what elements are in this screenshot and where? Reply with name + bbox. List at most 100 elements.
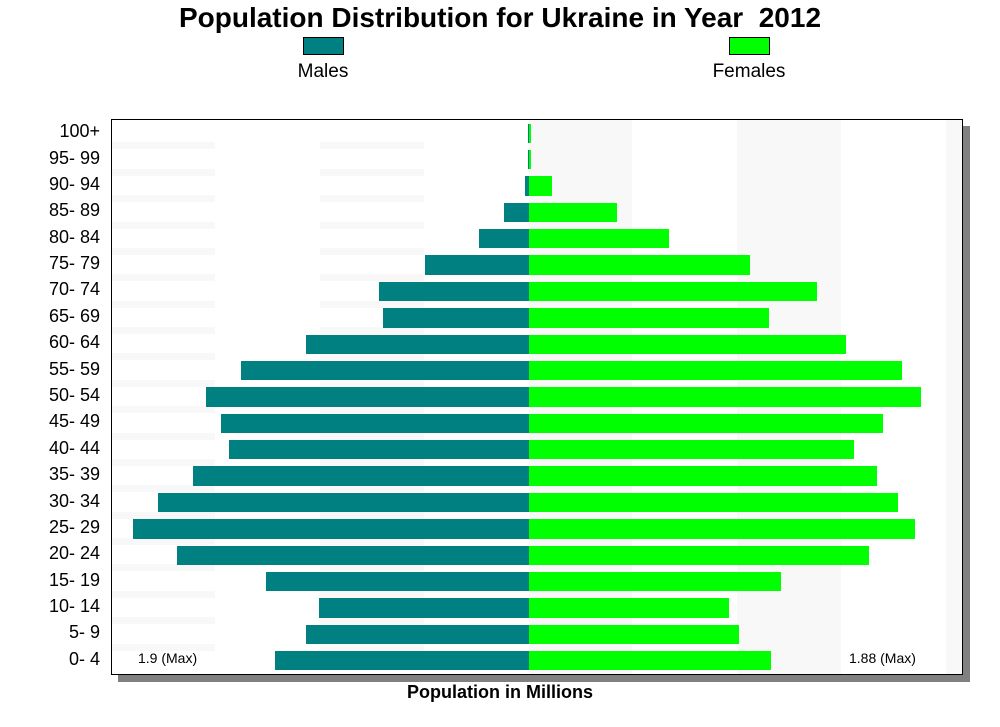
background-strip (320, 643, 424, 651)
legend-swatch-males (303, 37, 344, 55)
bar-males-5-9 (306, 624, 529, 645)
background-strip (112, 274, 215, 282)
bar-females-80-84 (529, 229, 669, 249)
background-strip (320, 274, 424, 282)
background-strip (112, 327, 215, 335)
chart-title: Population Distribution for Ukraine in Y… (178, 2, 822, 33)
bar-females-30-34 (529, 492, 898, 513)
bar-females-10-14 (529, 598, 730, 618)
background-strip (112, 300, 215, 308)
y-tick-label: 5- 9 (68, 622, 100, 643)
y-tick-label: 40- 44 (48, 437, 100, 458)
background-strip (112, 511, 215, 519)
bar-males-15-19 (266, 571, 529, 592)
bar-females-15-19 (529, 571, 782, 592)
background-strip (320, 221, 424, 229)
background-strip (112, 379, 215, 387)
bar-males-50-54 (205, 387, 529, 407)
background-strip (320, 247, 424, 255)
background-strip (112, 538, 215, 546)
bar-males-10-14 (318, 598, 529, 618)
background-strip (320, 485, 424, 493)
background-strip (112, 168, 215, 176)
background-strip (320, 432, 424, 440)
background-band (946, 120, 962, 674)
y-tick-label: 85- 89 (48, 200, 100, 221)
background-strip (320, 300, 424, 308)
background-strip (320, 511, 424, 519)
male-max-label: 1.9 (Max) (138, 650, 198, 666)
background-strip (112, 590, 215, 598)
bar-females-100+ (529, 123, 531, 143)
background-strip (320, 617, 424, 625)
bar-females-75-79 (529, 255, 750, 275)
bar-females-70-74 (529, 281, 817, 302)
background-strip (320, 538, 424, 546)
bar-females-90-94 (529, 176, 552, 196)
bar-males-85-89 (503, 202, 529, 223)
background-strip (320, 142, 424, 150)
bar-males-70-74 (378, 281, 529, 302)
background-strip (112, 432, 215, 440)
background-strip (320, 379, 424, 387)
female-max-label: 1.88 (Max) (849, 650, 916, 666)
background-strip (112, 221, 215, 229)
bar-males-95-99 (528, 149, 529, 170)
bar-females-5-9 (529, 624, 740, 645)
background-strip (112, 485, 215, 493)
background-strip (112, 617, 215, 625)
bar-males-45-49 (220, 413, 529, 434)
bar-females-85-89 (529, 202, 617, 223)
bar-males-40-44 (228, 440, 529, 460)
bar-females-45-49 (529, 413, 884, 434)
background-strip (320, 195, 424, 203)
bar-females-20-24 (529, 545, 869, 565)
x-axis-label: Population in Millions (407, 682, 593, 702)
background-strip (320, 353, 424, 361)
background-strip (112, 643, 215, 651)
background-strip (112, 353, 215, 361)
bar-males-80-84 (478, 229, 529, 249)
bar-females-0-4 (529, 651, 771, 671)
bar-males-0-4 (274, 651, 529, 671)
background-strip (320, 327, 424, 335)
legend-label-females: Females (712, 61, 786, 82)
background-strip (320, 458, 424, 466)
background-strip (112, 458, 215, 466)
y-tick-label: 100+ (59, 121, 100, 142)
background-strip (112, 564, 215, 572)
y-tick-label: 60- 64 (48, 332, 100, 353)
y-tick-label: 80- 84 (48, 226, 100, 247)
y-tick-label: 45- 49 (48, 411, 100, 432)
bar-females-50-54 (529, 387, 921, 407)
bar-females-40-44 (529, 440, 855, 460)
background-strip (112, 406, 215, 414)
bar-males-25-29 (133, 519, 529, 539)
bar-males-65-69 (383, 308, 529, 328)
y-tick-label: 10- 14 (48, 596, 100, 617)
bar-males-30-34 (158, 492, 529, 513)
y-tick-label: 90- 94 (48, 173, 100, 194)
background-strip (320, 590, 424, 598)
legend-label-males: Males (297, 61, 349, 82)
y-tick-label: 15- 19 (48, 569, 100, 590)
background-strip (112, 247, 215, 255)
y-tick-label: 65- 69 (48, 305, 100, 326)
bar-males-20-24 (176, 545, 529, 565)
y-tick-label: 75- 79 (48, 253, 100, 274)
background-strip (320, 168, 424, 176)
plot-area (111, 119, 963, 675)
y-tick-label: 25- 29 (48, 516, 100, 537)
bar-males-35-39 (193, 466, 529, 486)
y-tick-label: 20- 24 (48, 543, 100, 564)
bar-males-100+ (528, 123, 529, 143)
legend-swatch-females (729, 37, 770, 55)
bar-females-60-64 (529, 334, 846, 354)
background-strip (320, 564, 424, 572)
y-tick-label: 55- 59 (48, 358, 100, 379)
bar-females-95-99 (529, 149, 532, 170)
background-strip (320, 406, 424, 414)
background-strip (112, 195, 215, 203)
bar-males-60-64 (306, 334, 529, 354)
y-tick-label: 30- 34 (48, 490, 100, 511)
